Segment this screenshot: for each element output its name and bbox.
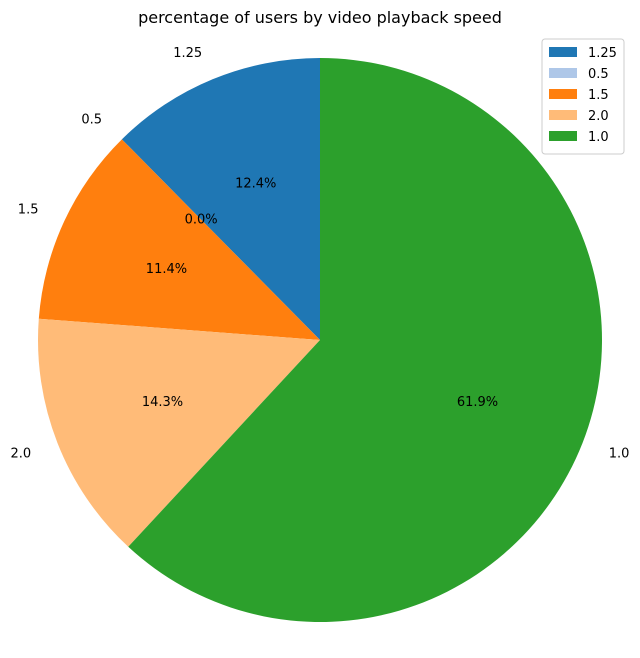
legend-swatch-1-0: [549, 131, 577, 141]
legend-frame: [541, 38, 625, 155]
category-labels: 1.25 0.5 1.5 2.0 1.0: [11, 46, 630, 461]
legend-label-1-25: 1.25: [588, 46, 617, 61]
category-label-2-0: 2.0: [11, 446, 32, 461]
pie-slice-1-25: [121, 58, 320, 340]
pie-slice-1-5: [38, 139, 321, 340]
percentage-labels: 12.4% 0.0% 11.4% 14.3% 61.9%: [142, 176, 498, 409]
category-label-1-5: 1.5: [18, 203, 39, 218]
legend: 1.25 0.5 1.5 2.0 1.0: [541, 38, 625, 155]
legend-swatch-1-5: [549, 89, 577, 99]
pie-slice-1-0: [128, 58, 602, 622]
category-label-1-25: 1.25: [173, 46, 202, 61]
legend-swatch-2-0: [549, 110, 577, 120]
percentage-label-1-0: 61.9%: [457, 395, 498, 410]
chart-title: percentage of users by video playback sp…: [138, 8, 502, 27]
percentage-label-1-25: 12.4%: [235, 176, 276, 191]
percentage-label-1-5: 11.4%: [146, 262, 187, 277]
category-label-0-5: 0.5: [81, 112, 102, 127]
legend-label-1-5: 1.5: [588, 88, 609, 103]
legend-label-2-0: 2.0: [588, 109, 609, 124]
pie-slice-2-0: [38, 318, 320, 547]
legend-swatch-0-5: [549, 68, 577, 78]
legend-label-1-0: 1.0: [588, 130, 609, 145]
pie-slices: [38, 58, 602, 622]
percentage-label-2-0: 14.3%: [142, 395, 183, 410]
category-label-1-0: 1.0: [609, 446, 630, 461]
legend-swatch-1-25: [549, 47, 577, 57]
legend-label-0-5: 0.5: [588, 67, 609, 82]
percentage-label-0-5: 0.0%: [185, 213, 218, 228]
